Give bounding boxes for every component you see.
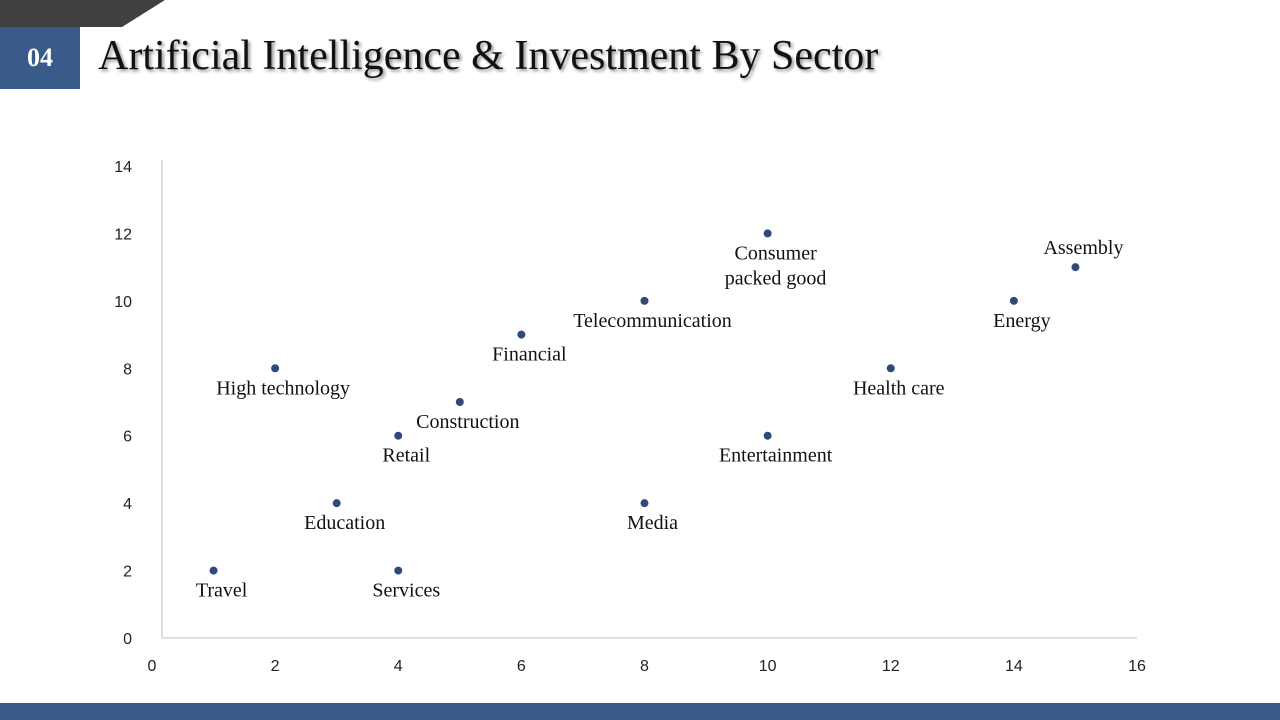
data-label: Construction bbox=[416, 411, 519, 433]
x-tick-label: 6 bbox=[517, 658, 526, 675]
header-corner-wedge bbox=[0, 0, 165, 27]
x-tick-label: 0 bbox=[148, 658, 157, 675]
data-point bbox=[394, 566, 403, 575]
data-point bbox=[1071, 263, 1080, 272]
data-point bbox=[517, 330, 526, 339]
y-tick-label: 10 bbox=[114, 294, 132, 311]
chart-tick-labels: 0 2 4 6 8 10 12 14 16 0 2 4 6 8 10 12 14 bbox=[114, 159, 1146, 675]
data-point bbox=[455, 398, 464, 406]
data-label: Retail bbox=[382, 445, 430, 467]
x-tick-label: 4 bbox=[394, 658, 403, 675]
chart-points bbox=[209, 229, 1080, 575]
y-tick-label: 2 bbox=[123, 564, 132, 581]
data-point bbox=[763, 229, 772, 238]
data-label: Health care bbox=[853, 377, 945, 399]
data-label: Education bbox=[304, 512, 385, 534]
x-tick-label: 8 bbox=[640, 658, 649, 675]
data-point bbox=[1009, 296, 1018, 305]
data-label: Assembly bbox=[1043, 237, 1123, 259]
x-tick-label: 14 bbox=[1005, 658, 1023, 675]
data-label: Travel bbox=[196, 580, 248, 602]
data-point bbox=[394, 431, 403, 440]
data-label: Media bbox=[627, 512, 678, 534]
data-label: Consumer packed good bbox=[725, 242, 827, 289]
x-tick-label: 2 bbox=[271, 658, 280, 675]
y-tick-label: 6 bbox=[123, 429, 132, 446]
data-point bbox=[640, 296, 649, 305]
x-tick-label: 16 bbox=[1128, 658, 1146, 675]
data-point bbox=[271, 364, 280, 373]
y-tick-label: 8 bbox=[123, 361, 132, 378]
data-label: Financial bbox=[492, 344, 567, 366]
y-tick-label: 4 bbox=[123, 496, 132, 513]
data-point bbox=[640, 499, 649, 508]
y-tick-label: 14 bbox=[114, 159, 132, 176]
data-label: Energy bbox=[993, 310, 1050, 332]
x-tick-label: 10 bbox=[759, 658, 777, 675]
page-title: Artificial Intelligence & Investment By … bbox=[98, 33, 879, 79]
chart-point-labels: Travel High technology Education Retail Serv… bbox=[196, 237, 1124, 601]
data-point bbox=[763, 431, 772, 440]
chart-axes bbox=[161, 160, 1137, 639]
data-point bbox=[332, 499, 341, 508]
data-label: Services bbox=[372, 580, 440, 602]
x-tick-label: 12 bbox=[882, 658, 900, 675]
data-label: Telecommunication bbox=[573, 310, 732, 332]
slide-number-badge: 04 bbox=[0, 27, 80, 89]
y-tick-label: 12 bbox=[114, 226, 132, 243]
data-point bbox=[886, 364, 895, 373]
data-label: Entertainment bbox=[719, 445, 833, 467]
y-tick-label: 0 bbox=[123, 631, 132, 648]
slide-number: 04 bbox=[27, 43, 53, 72]
data-point bbox=[209, 566, 218, 575]
footer-bar bbox=[0, 703, 1280, 720]
data-label: High technology bbox=[216, 377, 350, 399]
